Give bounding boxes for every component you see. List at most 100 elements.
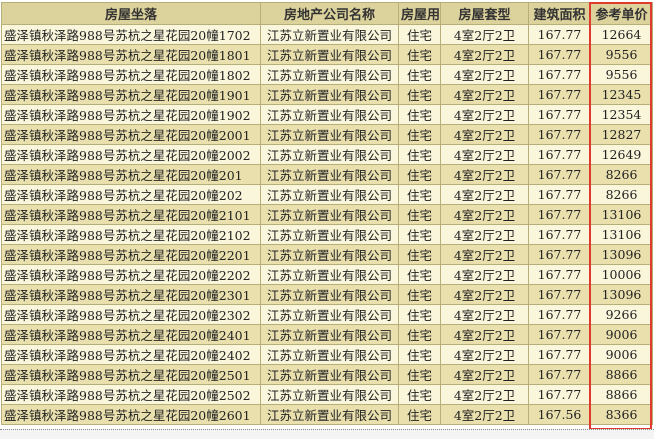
column-company-cell: 江苏立新置业有限公司 xyxy=(260,244,399,265)
column-unit-price-cell: 9556 xyxy=(590,64,653,85)
column-company-cell: 江苏立新置业有限公司 xyxy=(260,164,399,185)
column-company-cell: 江苏立新置业有限公司 xyxy=(260,64,399,85)
column-layout-cell: 4室2厅2卫 xyxy=(440,44,529,65)
column-address-cell: 盛泽镇秋泽路988号苏杭之星花园20幢2501 xyxy=(1,364,261,385)
column-area-cell: 167.77 xyxy=(528,64,591,85)
column-company-header: 房地产公司名称 xyxy=(260,2,399,25)
column-layout-cell: 4室2厅2卫 xyxy=(440,144,529,165)
column-layout-cell: 4室2厅2卫 xyxy=(440,124,529,145)
column-layout-cell: 4室2厅2卫 xyxy=(440,304,529,325)
table-row: 盛泽镇秋泽路988号苏杭之星花园20幢2101 江苏立新置业有限公司 住宅 4室2厅2… xyxy=(1,204,653,225)
status-bar xyxy=(0,429,654,439)
table-row: 盛泽镇秋泽路988号苏杭之星花园20幢201 江苏立新置业有限公司 住宅 4室2厅2卫… xyxy=(1,164,653,185)
column-usage-header: 房屋用途 xyxy=(398,2,441,25)
column-unit-price-cell: 8866 xyxy=(590,384,653,405)
column-address-cell: 盛泽镇秋泽路988号苏杭之星花园20幢1901 xyxy=(1,84,261,105)
column-unit-price-cell: 13096 xyxy=(590,244,653,265)
column-area-cell: 167.77 xyxy=(528,164,591,185)
column-layout-cell: 4室2厅2卫 xyxy=(440,244,529,265)
column-company-cell: 江苏立新置业有限公司 xyxy=(260,404,399,425)
column-area-cell: 167.77 xyxy=(528,264,591,285)
column-unit-price-cell: 12649 xyxy=(590,144,653,165)
column-layout-cell: 4室2厅2卫 xyxy=(440,84,529,105)
column-area-cell: 167.77 xyxy=(528,204,591,225)
column-usage-cell: 住宅 xyxy=(398,324,441,345)
column-unit-price-cell: 8266 xyxy=(590,164,653,185)
column-area-cell: 167.77 xyxy=(528,384,591,405)
header-row: 房屋坐落房地产公司名称房屋用途房屋套型建筑面积参考单价 xyxy=(1,2,653,25)
column-usage-cell: 住宅 xyxy=(398,224,441,245)
column-area-cell: 167.77 xyxy=(528,224,591,245)
table-row: 盛泽镇秋泽路988号苏杭之星花园20幢1702 江苏立新置业有限公司 住宅 4室2厅2… xyxy=(1,24,653,45)
column-company-cell: 江苏立新置业有限公司 xyxy=(260,284,399,305)
table-row: 盛泽镇秋泽路988号苏杭之星花园20幢1901 江苏立新置业有限公司 住宅 4室2厅2… xyxy=(1,84,653,105)
column-address-cell: 盛泽镇秋泽路988号苏杭之星花园20幢2101 xyxy=(1,204,261,225)
column-area-cell: 167.77 xyxy=(528,184,591,205)
column-area-cell: 167.77 xyxy=(528,144,591,165)
column-area-cell: 167.77 xyxy=(528,344,591,365)
column-layout-cell: 4室2厅2卫 xyxy=(440,64,529,85)
table-row: 盛泽镇秋泽路988号苏杭之星花园20幢202 江苏立新置业有限公司 住宅 4室2厅2卫… xyxy=(1,184,653,205)
column-layout-cell: 4室2厅2卫 xyxy=(440,344,529,365)
column-area-cell: 167.56 xyxy=(528,404,591,425)
column-layout-cell: 4室2厅2卫 xyxy=(440,24,529,45)
column-layout-cell: 4室2厅2卫 xyxy=(440,324,529,345)
table-row: 盛泽镇秋泽路988号苏杭之星花园20幢2202 江苏立新置业有限公司 住宅 4室2厅2… xyxy=(1,264,653,285)
column-area-header: 建筑面积 xyxy=(528,2,591,25)
column-usage-cell: 住宅 xyxy=(398,204,441,225)
table-row: 盛泽镇秋泽路988号苏杭之星花园20幢2601 江苏立新置业有限公司 住宅 4室2厅2… xyxy=(1,404,653,425)
column-company-cell: 江苏立新置业有限公司 xyxy=(260,264,399,285)
column-usage-cell: 住宅 xyxy=(398,44,441,65)
column-usage-cell: 住宅 xyxy=(398,304,441,325)
column-unit-price-cell: 12827 xyxy=(590,124,653,145)
column-unit-price-cell: 9006 xyxy=(590,344,653,365)
column-address-cell: 盛泽镇秋泽路988号苏杭之星花园20幢1902 xyxy=(1,104,261,125)
column-layout-cell: 4室2厅2卫 xyxy=(440,364,529,385)
column-company-cell: 江苏立新置业有限公司 xyxy=(260,124,399,145)
column-address-cell: 盛泽镇秋泽路988号苏杭之星花园20幢2601 xyxy=(1,404,261,425)
column-usage-cell: 住宅 xyxy=(398,264,441,285)
column-address-cell: 盛泽镇秋泽路988号苏杭之星花园20幢2401 xyxy=(1,324,261,345)
column-usage-cell: 住宅 xyxy=(398,364,441,385)
column-company-cell: 江苏立新置业有限公司 xyxy=(260,304,399,325)
housing-price-table: 房屋坐落房地产公司名称房屋用途房屋套型建筑面积参考单价 盛泽镇秋泽路988号苏杭… xyxy=(1,2,653,425)
column-address-cell: 盛泽镇秋泽路988号苏杭之星花园20幢2202 xyxy=(1,264,261,285)
column-usage-cell: 住宅 xyxy=(398,164,441,185)
column-company-cell: 江苏立新置业有限公司 xyxy=(260,44,399,65)
column-company-cell: 江苏立新置业有限公司 xyxy=(260,24,399,45)
column-area-cell: 167.77 xyxy=(528,44,591,65)
column-company-cell: 江苏立新置业有限公司 xyxy=(260,344,399,365)
table-row: 盛泽镇秋泽路988号苏杭之星花园20幢2302 江苏立新置业有限公司 住宅 4室2厅2… xyxy=(1,304,653,325)
column-address-cell: 盛泽镇秋泽路988号苏杭之星花园20幢202 xyxy=(1,184,261,205)
column-unit-price-cell: 9266 xyxy=(590,304,653,325)
column-address-cell: 盛泽镇秋泽路988号苏杭之星花园20幢201 xyxy=(1,164,261,185)
table-row: 盛泽镇秋泽路988号苏杭之星花园20幢2402 江苏立新置业有限公司 住宅 4室2厅2… xyxy=(1,344,653,365)
column-layout-cell: 4室2厅2卫 xyxy=(440,204,529,225)
column-usage-cell: 住宅 xyxy=(398,144,441,165)
column-usage-cell: 住宅 xyxy=(398,344,441,365)
column-usage-cell: 住宅 xyxy=(398,404,441,425)
column-usage-cell: 住宅 xyxy=(398,284,441,305)
column-usage-cell: 住宅 xyxy=(398,24,441,45)
column-company-cell: 江苏立新置业有限公司 xyxy=(260,104,399,125)
column-usage-cell: 住宅 xyxy=(398,184,441,205)
column-layout-cell: 4室2厅2卫 xyxy=(440,184,529,205)
column-address-cell: 盛泽镇秋泽路988号苏杭之星花园20幢2302 xyxy=(1,304,261,325)
column-layout-cell: 4室2厅2卫 xyxy=(440,264,529,285)
table-row: 盛泽镇秋泽路988号苏杭之星花园20幢2201 江苏立新置业有限公司 住宅 4室2厅2… xyxy=(1,244,653,265)
column-usage-cell: 住宅 xyxy=(398,244,441,265)
column-unit-price-cell: 8866 xyxy=(590,364,653,385)
column-unit-price-cell: 13106 xyxy=(590,224,653,245)
column-layout-cell: 4室2厅2卫 xyxy=(440,104,529,125)
column-unit-price-cell: 12664 xyxy=(590,24,653,45)
column-unit-price-cell: 13106 xyxy=(590,204,653,225)
column-area-cell: 167.77 xyxy=(528,244,591,265)
column-unit-price-cell: 12345 xyxy=(590,84,653,105)
column-unit-price-cell: 8366 xyxy=(590,404,653,425)
column-area-cell: 167.77 xyxy=(528,284,591,305)
column-address-cell: 盛泽镇秋泽路988号苏杭之星花园20幢2301 xyxy=(1,284,261,305)
column-layout-cell: 4室2厅2卫 xyxy=(440,164,529,185)
column-address-cell: 盛泽镇秋泽路988号苏杭之星花园20幢2402 xyxy=(1,344,261,365)
column-address-cell: 盛泽镇秋泽路988号苏杭之星花园20幢2102 xyxy=(1,224,261,245)
column-area-cell: 167.77 xyxy=(528,84,591,105)
